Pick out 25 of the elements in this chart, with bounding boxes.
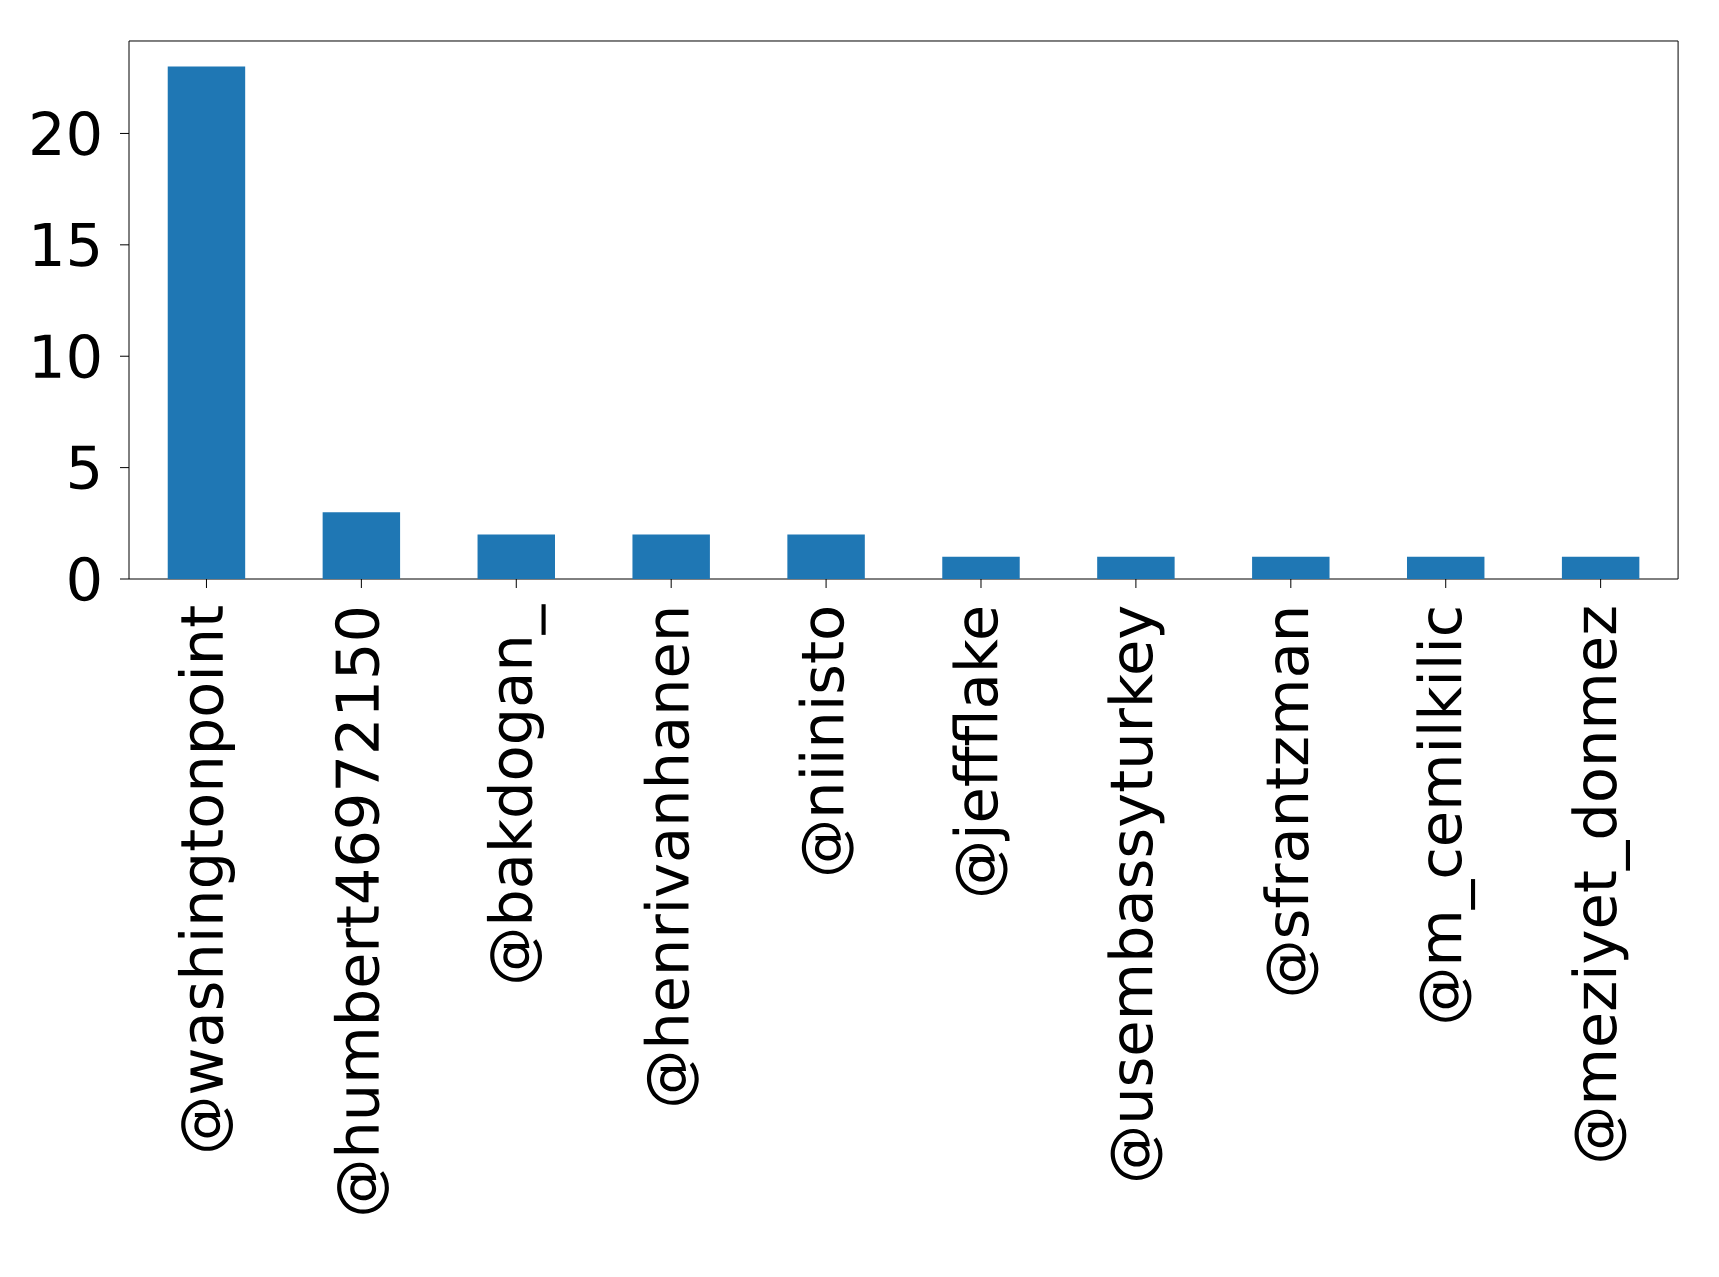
bar [787, 534, 865, 579]
bar [1252, 556, 1330, 579]
x-tick-label: @henrivanhanen [643, 609, 699, 1105]
x-tick-label: @bakdogan_ [486, 604, 546, 982]
x-tick-label: @jeffflake [952, 607, 1010, 895]
bar [1561, 556, 1640, 579]
x-tick-label: @niinisto [798, 608, 854, 874]
bar [1406, 556, 1485, 579]
x-tick-label: @sfrantzman [1263, 609, 1319, 995]
y-tick-label: 0 [69, 556, 100, 602]
y-tick-label: 5 [70, 445, 98, 490]
x-tick-label: @meziyet_donmez [1571, 607, 1630, 1161]
x-tick-label: @usembassyturkey [1107, 606, 1165, 1180]
bar [1097, 556, 1175, 579]
x-tick-label: @m_cemilkilic [1416, 608, 1476, 1022]
y-tick-label: 20 [32, 111, 100, 156]
x-tick-label: @washingtonpoint [177, 606, 235, 1151]
bar [632, 534, 710, 579]
y-tick-label: 15 [34, 222, 98, 267]
y-tick-label: 10 [34, 333, 100, 379]
bar [942, 556, 1020, 579]
bar [322, 512, 401, 579]
bar [167, 66, 246, 579]
x-tick-label: @humbert46972150 [333, 608, 389, 1214]
bar [477, 534, 555, 579]
